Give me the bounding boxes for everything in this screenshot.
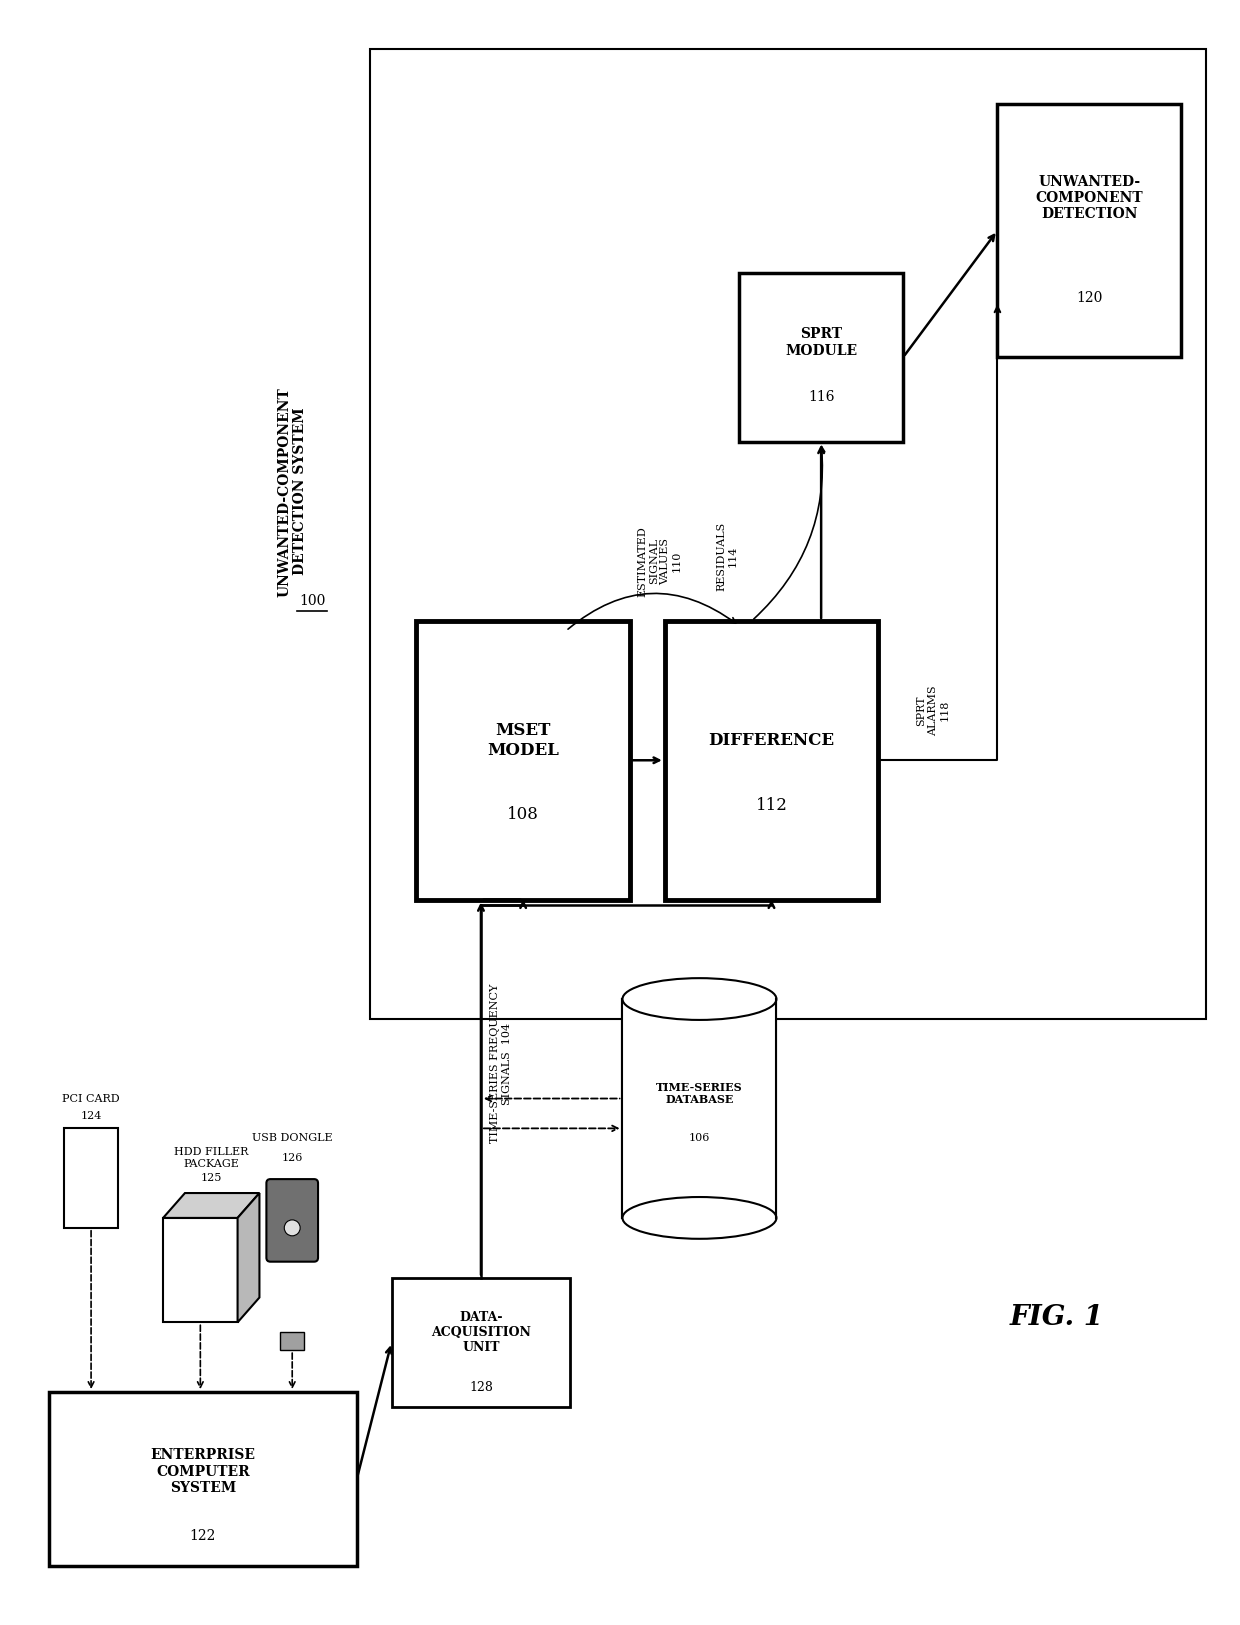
Bar <box>63 1128 118 1228</box>
Bar <box>417 621 630 900</box>
Text: USB DONGLE: USB DONGLE <box>252 1133 332 1144</box>
Bar <box>739 273 903 442</box>
Text: UNWANTED-COMPONENT
DETECTION SYSTEM: UNWANTED-COMPONENT DETECTION SYSTEM <box>277 387 308 596</box>
Text: 125: 125 <box>201 1173 222 1183</box>
Text: DATA-
ACQUISITION
UNIT: DATA- ACQUISITION UNIT <box>432 1311 531 1354</box>
Bar <box>164 1217 238 1323</box>
Text: UNWANTED-
COMPONENT
DETECTION: UNWANTED- COMPONENT DETECTION <box>1035 176 1143 221</box>
Bar <box>48 1393 357 1566</box>
Text: 112: 112 <box>755 796 787 814</box>
Bar <box>370 49 1207 1019</box>
Text: HDD FILLER
PACKAGE: HDD FILLER PACKAGE <box>174 1147 248 1168</box>
Bar <box>280 1332 304 1350</box>
Ellipse shape <box>622 1198 776 1238</box>
Text: FIG. 1: FIG. 1 <box>1011 1303 1104 1331</box>
Text: PCI CARD: PCI CARD <box>62 1094 120 1103</box>
Text: 126: 126 <box>281 1154 303 1164</box>
Bar <box>622 999 776 1217</box>
Text: ESTIMATED
SIGNAL
VALUES
110: ESTIMATED SIGNAL VALUES 110 <box>637 526 682 596</box>
Text: TIME-SERIES
DATABASE: TIME-SERIES DATABASE <box>656 1082 743 1105</box>
Polygon shape <box>164 1193 259 1217</box>
Bar <box>997 104 1182 358</box>
Text: RESIDUALS
114: RESIDUALS 114 <box>715 522 738 592</box>
Circle shape <box>284 1220 300 1237</box>
Text: 124: 124 <box>81 1112 102 1121</box>
Text: ENTERPRISE
COMPUTER
SYSTEM: ENTERPRISE COMPUTER SYSTEM <box>150 1448 255 1495</box>
FancyBboxPatch shape <box>267 1180 317 1261</box>
Text: 128: 128 <box>469 1381 492 1394</box>
Bar <box>665 621 878 900</box>
Text: SPRT
ALARMS
118: SPRT ALARMS 118 <box>916 686 950 736</box>
Text: DIFFERENCE: DIFFERENCE <box>708 731 835 749</box>
Ellipse shape <box>622 978 776 1020</box>
Text: 106: 106 <box>688 1133 711 1144</box>
Text: 120: 120 <box>1076 291 1102 304</box>
Text: 100: 100 <box>299 595 325 608</box>
Text: 116: 116 <box>808 390 835 405</box>
Polygon shape <box>238 1193 259 1323</box>
Text: 122: 122 <box>190 1529 216 1544</box>
Text: 108: 108 <box>507 806 539 824</box>
Text: TIME-SERIES FREQUENCY
SIGNALS  104: TIME-SERIES FREQUENCY SIGNALS 104 <box>490 985 512 1144</box>
Text: SPRT
MODULE: SPRT MODULE <box>785 327 857 358</box>
Text: MSET
MODEL: MSET MODEL <box>487 722 559 759</box>
Bar <box>392 1277 570 1407</box>
